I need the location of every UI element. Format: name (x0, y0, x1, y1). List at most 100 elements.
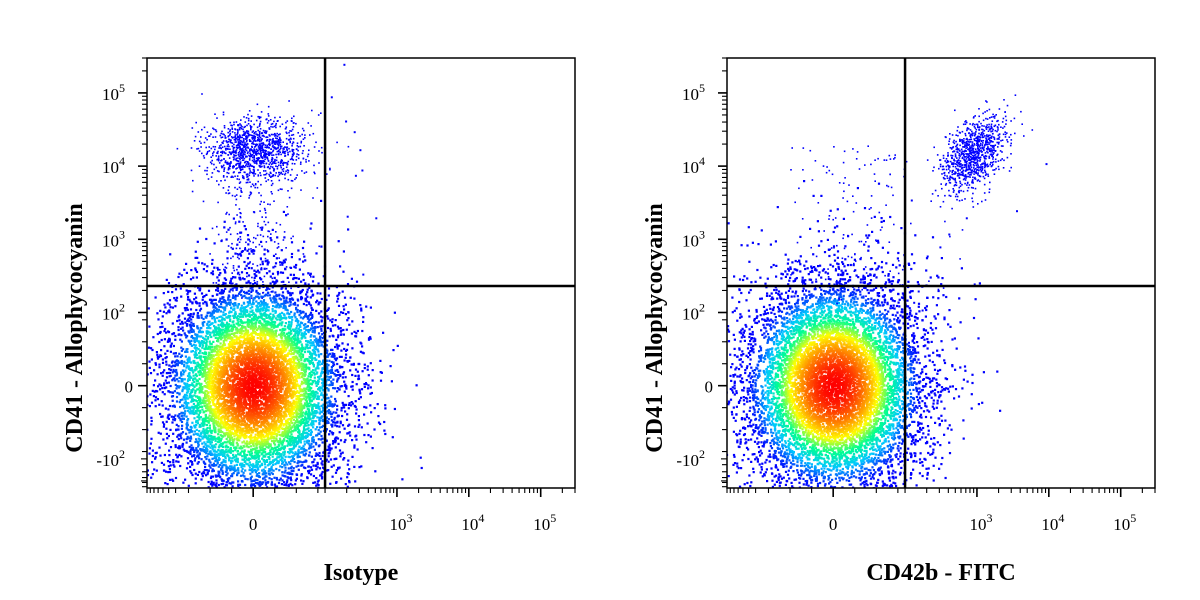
data-point (229, 279, 232, 283)
data-point (160, 338, 163, 342)
data-point (209, 453, 212, 456)
data-point (302, 316, 305, 319)
data-point (327, 317, 330, 320)
data-point (338, 291, 341, 295)
data-point (190, 446, 193, 450)
data-point (383, 500, 385, 502)
data-point (214, 453, 217, 456)
data-point (265, 316, 268, 319)
data-point (333, 418, 336, 421)
data-point (237, 253, 240, 256)
data-point (269, 453, 272, 456)
data-point (284, 307, 287, 310)
data-point (196, 473, 199, 476)
data-point (229, 469, 232, 472)
data-point (209, 342, 212, 345)
data-point (182, 417, 185, 420)
data-point (147, 307, 150, 310)
data-point (243, 449, 246, 452)
data-point (297, 434, 300, 438)
data-point (193, 298, 196, 301)
data-point (384, 407, 387, 410)
data-point (292, 446, 296, 449)
data-point (343, 457, 346, 460)
data-point (285, 300, 288, 303)
data-point (204, 396, 207, 399)
data-point (327, 445, 330, 448)
data-point (158, 340, 161, 344)
data-point (332, 371, 335, 374)
data-point (169, 374, 172, 377)
data-point (314, 420, 318, 423)
data-point (329, 329, 332, 332)
data-point (221, 471, 224, 474)
data-point (260, 489, 262, 491)
data-point (224, 464, 227, 467)
data-point (211, 468, 214, 471)
data-point (218, 464, 222, 467)
data-point (177, 414, 180, 417)
data-point (190, 326, 193, 329)
data-point (165, 363, 168, 366)
data-point (283, 261, 286, 264)
data-point (243, 278, 246, 281)
data-point (162, 463, 166, 466)
data-point (293, 460, 296, 464)
data-point (307, 465, 310, 468)
data-point (303, 393, 306, 396)
data-point (332, 411, 335, 414)
data-point (316, 364, 320, 367)
data-point (192, 322, 195, 326)
data-point (268, 498, 270, 500)
data-point (300, 423, 303, 426)
data-point (299, 365, 302, 368)
data-point (296, 454, 299, 457)
data-point (206, 490, 208, 492)
data-point (302, 480, 305, 483)
data-point (224, 299, 227, 303)
data-point (97, 404, 99, 406)
data-point (153, 369, 156, 372)
data-point (274, 311, 277, 314)
data-point (235, 328, 238, 331)
data-point (311, 315, 314, 318)
data-point (209, 346, 212, 349)
data-point (198, 418, 201, 421)
data-point (360, 388, 364, 391)
data-point (217, 323, 220, 327)
data-point (284, 466, 287, 469)
data-point (369, 386, 372, 389)
data-point (300, 368, 303, 371)
data-point (321, 418, 324, 421)
data-point (201, 408, 204, 411)
data-point (173, 297, 176, 300)
data-point (192, 329, 195, 332)
data-point (289, 467, 293, 470)
data-point (177, 328, 180, 332)
data-point (214, 502, 216, 504)
data-point (200, 316, 203, 319)
data-point (302, 302, 305, 306)
data-point (273, 299, 276, 302)
data-point (194, 250, 197, 253)
data-point (184, 516, 186, 518)
data-point (259, 257, 262, 260)
data-point (251, 289, 254, 292)
data-point (262, 455, 265, 458)
data-point (203, 410, 206, 413)
data-point (301, 437, 304, 440)
data-point (158, 446, 161, 449)
data-point (332, 355, 335, 358)
data-point (336, 368, 339, 372)
data-point (217, 449, 220, 452)
data-point (340, 355, 343, 358)
data-point (246, 234, 250, 237)
data-point (309, 466, 313, 469)
data-point (225, 330, 228, 334)
data-point (304, 371, 307, 374)
data-point (197, 437, 200, 440)
data-point (347, 228, 350, 231)
data-point (261, 318, 264, 321)
data-point (203, 321, 206, 324)
data-point (278, 479, 281, 482)
